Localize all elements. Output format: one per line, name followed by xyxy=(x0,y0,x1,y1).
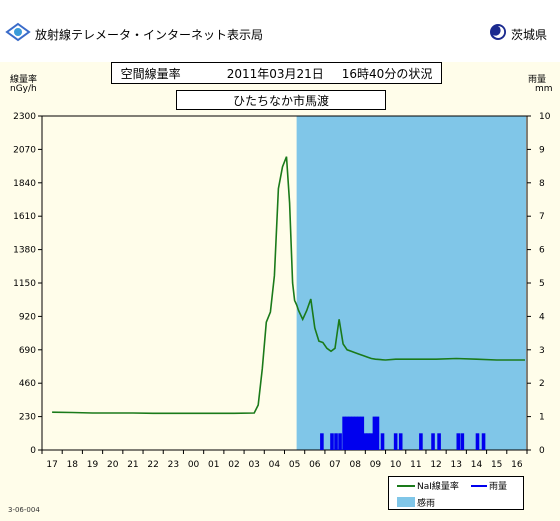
x-tick-label: 18 xyxy=(67,460,79,470)
x-tick-label: 12 xyxy=(430,460,441,470)
x-tick-label: 14 xyxy=(471,460,483,470)
legend-box: NaI線量率 雨量 感雨 xyxy=(388,476,524,510)
rain-bar xyxy=(363,433,368,450)
time-status: 16時40分の状況 xyxy=(341,66,433,81)
left-tick-label: 460 xyxy=(19,379,36,389)
rain-bar xyxy=(437,433,441,450)
rain-bar xyxy=(380,433,385,450)
x-tick-label: 17 xyxy=(46,460,57,470)
rain-bar xyxy=(351,416,356,450)
right-tick-label: 5 xyxy=(539,279,545,289)
rain-bar xyxy=(330,433,334,450)
x-tick-label: 01 xyxy=(208,460,219,470)
left-tick-label: 1150 xyxy=(13,279,36,289)
x-tick-label: 20 xyxy=(107,460,119,470)
x-tick-label: 06 xyxy=(309,460,321,470)
rain-bar xyxy=(431,433,435,450)
rain-bar xyxy=(334,433,338,450)
prefecture-emblem-icon xyxy=(489,23,507,41)
rain-bar xyxy=(354,416,359,450)
right-tick-label: 9 xyxy=(539,145,545,155)
legend-sensor-swatch xyxy=(397,497,415,507)
right-tick-label: 3 xyxy=(539,346,545,356)
x-tick-label: 05 xyxy=(289,460,300,470)
x-tick-label: 11 xyxy=(410,460,421,470)
x-tick-label: 03 xyxy=(248,460,259,470)
right-tick-label: 8 xyxy=(539,179,545,189)
rain-bar xyxy=(369,433,374,450)
x-tick-label: 08 xyxy=(350,460,362,470)
left-tick-label: 920 xyxy=(19,312,36,322)
left-tick-label: 0 xyxy=(30,446,36,456)
rain-bar xyxy=(357,416,362,450)
rain-bar xyxy=(342,416,346,450)
right-tick-label: 2 xyxy=(539,379,545,389)
telemeter-logo-icon xyxy=(5,22,31,42)
x-tick-label: 09 xyxy=(370,460,382,470)
right-tick-label: 1 xyxy=(539,413,545,423)
left-axis-unit: nGy/h xyxy=(10,84,37,94)
rain-bar xyxy=(372,416,377,450)
left-tick-label: 1380 xyxy=(13,246,36,256)
x-tick-label: 22 xyxy=(147,460,158,470)
rain-sensor-area xyxy=(296,116,526,450)
right-tick-label: 0 xyxy=(539,446,545,456)
rain-bar xyxy=(393,433,398,450)
rain-bar xyxy=(366,433,371,450)
left-tick-label: 230 xyxy=(19,413,36,423)
chart-heading-box: 空間線量率 2011年03月21日 16時40分の状況 xyxy=(111,62,442,84)
rain-bar xyxy=(360,416,365,450)
left-tick-label: 2300 xyxy=(13,112,36,122)
location-name: ひたちなか市馬渡 xyxy=(232,93,329,108)
rain-bar xyxy=(456,433,461,450)
legend-rain-label: 雨量 xyxy=(489,482,508,492)
left-tick-label: 690 xyxy=(19,346,36,356)
legend-sensor-label: 感雨 xyxy=(417,499,436,509)
rain-bar xyxy=(419,433,423,450)
rain-bar xyxy=(320,433,324,450)
left-tick-label: 2070 xyxy=(13,145,36,155)
rain-bar xyxy=(460,433,465,450)
right-axis-unit: mm xyxy=(535,84,553,94)
x-tick-label: 10 xyxy=(390,460,402,470)
rain-bar xyxy=(345,416,349,450)
x-tick-label: 15 xyxy=(491,460,502,470)
x-tick-label: 23 xyxy=(168,460,179,470)
rain-bar xyxy=(375,416,380,450)
dose-rate-line xyxy=(52,156,525,415)
rain-bar xyxy=(348,416,352,450)
rain-bar xyxy=(338,433,342,450)
x-tick-label: 07 xyxy=(329,460,340,470)
x-tick-label: 19 xyxy=(87,460,99,470)
x-tick-label: 02 xyxy=(228,460,239,470)
footer-code: 3-06-004 xyxy=(8,506,40,514)
legend-rain-swatch xyxy=(471,485,487,487)
rain-bar xyxy=(398,433,403,450)
right-tick-label: 4 xyxy=(539,312,545,322)
right-tick-label: 7 xyxy=(539,212,545,222)
x-tick-label: 13 xyxy=(451,460,462,470)
site-title: 放射線テレメータ・インターネット表示局 xyxy=(35,28,264,42)
right-axis-label: 雨量 xyxy=(528,75,547,85)
org-name: 茨城県 xyxy=(511,28,548,42)
left-tick-label: 1840 xyxy=(13,179,36,189)
chart-heading: 空間線量率 xyxy=(120,66,181,81)
left-tick-label: 1610 xyxy=(13,212,36,222)
legend-dose-label: NaI線量率 xyxy=(417,482,459,492)
right-tick-label: 6 xyxy=(539,246,545,256)
location-box: ひたちなか市馬渡 xyxy=(176,90,386,110)
x-tick-label: 16 xyxy=(511,460,523,470)
date-label: 2011年03月21日 xyxy=(226,66,324,81)
left-axis-label: 線量率 xyxy=(10,75,38,85)
header-bar xyxy=(0,0,560,62)
rain-bar xyxy=(475,433,480,450)
right-tick-label: 10 xyxy=(539,112,551,122)
legend-dose-swatch xyxy=(397,485,415,487)
rain-bar xyxy=(481,433,486,450)
x-tick-label: 21 xyxy=(127,460,138,470)
x-tick-label: 00 xyxy=(188,460,200,470)
x-tick-label: 04 xyxy=(269,460,281,470)
